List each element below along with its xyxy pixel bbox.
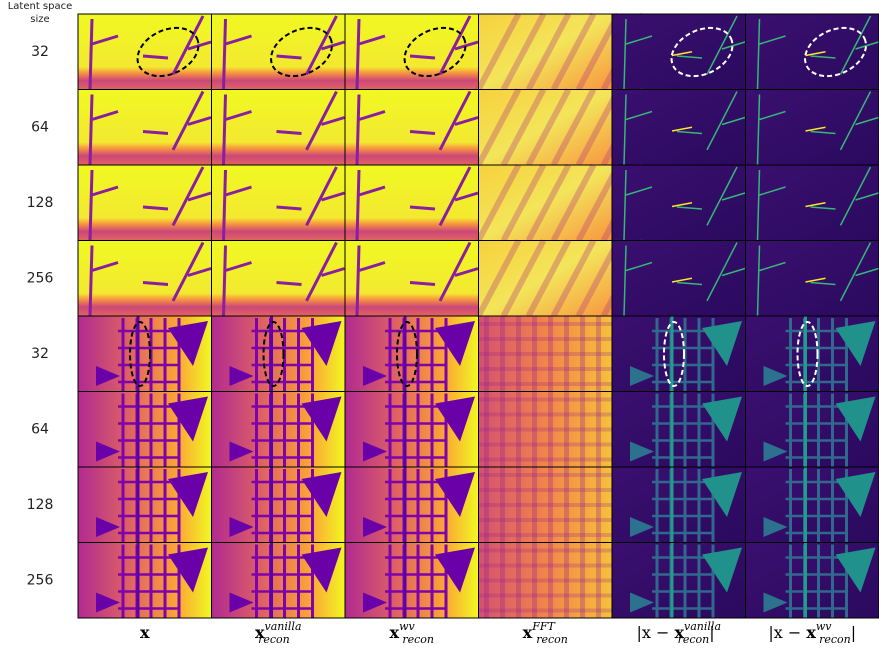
label-prefix: |x −: [768, 623, 806, 642]
image-cell: [746, 392, 879, 468]
row-label: 128: [27, 497, 54, 513]
image-cell: [212, 316, 346, 392]
image-cell: [345, 241, 479, 317]
row-label: 256: [27, 270, 54, 286]
image-cell: [479, 467, 613, 543]
cell-bg: [746, 165, 879, 241]
image-cell: [746, 543, 879, 619]
image-cell: [345, 316, 479, 392]
label-suffix: |: [851, 623, 856, 642]
cell-bg: [212, 241, 346, 317]
image-cell: [78, 467, 212, 543]
cell-bg: [78, 241, 212, 317]
cell-bg: [212, 90, 346, 166]
cell-bg: [78, 90, 212, 166]
cell-bg: [612, 14, 746, 90]
label-sup: wv: [816, 620, 832, 633]
cell-bg: [345, 241, 479, 317]
label-main: x: [390, 623, 400, 642]
image-cell: [212, 14, 346, 90]
cell-bg: [212, 165, 346, 241]
image-cell: [612, 316, 746, 392]
image-cell: [612, 241, 746, 317]
label-sub: recon: [258, 633, 290, 646]
cell-bg: [78, 14, 212, 90]
label-sup: vanilla: [265, 620, 302, 633]
row-label: 32: [31, 346, 49, 362]
column-label: x: [140, 623, 150, 642]
image-cell: [746, 467, 879, 543]
image-cell: [212, 241, 346, 317]
row-label: 128: [27, 195, 54, 211]
header-label: size: [30, 14, 49, 25]
cell-bg: [746, 241, 879, 317]
label-sub: recon: [402, 633, 434, 646]
cell-bg: [612, 165, 746, 241]
cell-bg: [345, 165, 479, 241]
row-label: 256: [27, 572, 54, 588]
image-cell: [345, 90, 479, 166]
image-cell: [612, 90, 746, 166]
label-main: x: [806, 623, 816, 642]
image-cell: [612, 543, 746, 619]
image-cell: [212, 467, 346, 543]
label-sub: recon: [678, 633, 710, 646]
image-cell: [612, 392, 746, 468]
image-cell: [212, 90, 346, 166]
header-label: Latent space: [8, 1, 73, 12]
image-cell: [746, 90, 879, 166]
label-sub: recon: [819, 633, 851, 646]
row-label: 64: [31, 119, 49, 135]
image-cell: [212, 392, 346, 468]
label-sup: wv: [399, 620, 415, 633]
image-cell: [78, 165, 212, 241]
image-cell: [78, 90, 212, 166]
label-sup: vanilla: [684, 620, 721, 633]
cell-bg: [345, 90, 479, 166]
image-cell: [746, 241, 879, 317]
image-cell: [345, 467, 479, 543]
image-cell: [78, 14, 212, 90]
cell-bg: [612, 90, 746, 166]
cell-bg: [345, 14, 479, 90]
image-cell: [78, 392, 212, 468]
image-cell: [479, 543, 613, 619]
label-suffix: |: [709, 623, 714, 642]
image-cell: [212, 543, 346, 619]
row-label: 64: [31, 421, 49, 437]
row-label: 32: [31, 44, 49, 60]
image-cell: [746, 14, 879, 90]
cell-bg: [746, 14, 879, 90]
image-cell: [479, 392, 613, 468]
image-cell: [345, 14, 479, 90]
image-cell: [746, 316, 879, 392]
image-cell: [78, 316, 212, 392]
column-label: xvanillarecon: [255, 620, 302, 646]
cell-bg: [746, 90, 879, 166]
label-sup: FFT: [531, 620, 556, 633]
image-cell: [612, 14, 746, 90]
image-cell: [746, 165, 879, 241]
label-prefix: |x −: [636, 623, 674, 642]
label-main: x: [140, 623, 150, 642]
image-cell: [78, 241, 212, 317]
image-cell: [479, 316, 613, 392]
cell-bg: [612, 241, 746, 317]
image-cell: [345, 543, 479, 619]
image-cell: [78, 543, 212, 619]
image-cell: [612, 467, 746, 543]
image-cell: [345, 165, 479, 241]
image-cell: [345, 392, 479, 468]
image-cell: [612, 165, 746, 241]
cell-bg: [212, 14, 346, 90]
label-main: x: [523, 623, 533, 642]
figure: Latent space size 32641282563264128256xx…: [0, 0, 879, 652]
image-cell: [212, 165, 346, 241]
label-sub: recon: [536, 633, 568, 646]
cell-bg: [78, 165, 212, 241]
